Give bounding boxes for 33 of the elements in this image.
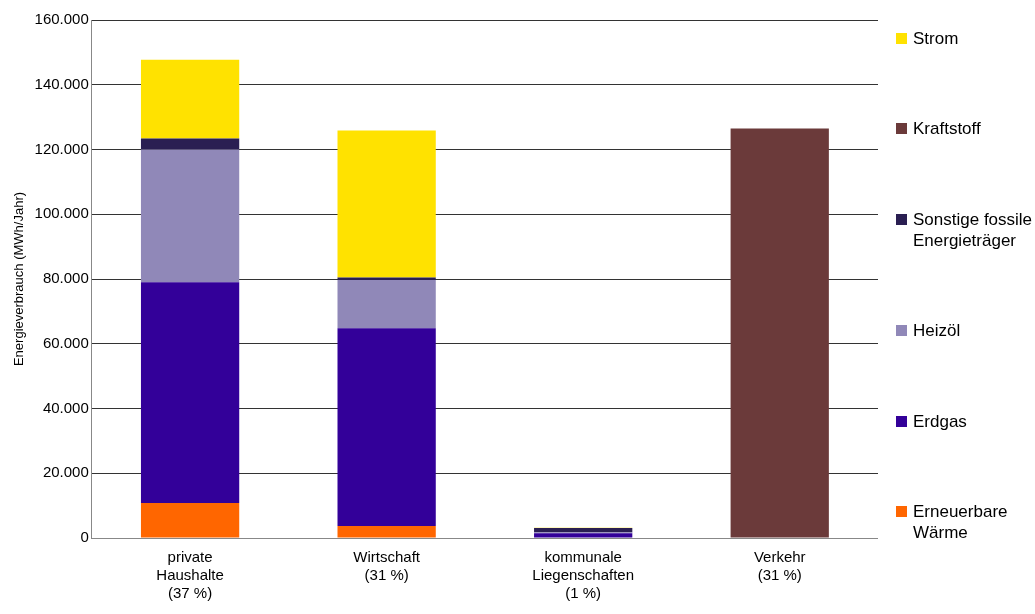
legend-label: Sonstige fossile Energieträger bbox=[913, 208, 1034, 251]
y-tick-label: 40.000 bbox=[42, 398, 89, 416]
x-tick-label: private Haushalte (37 %) bbox=[156, 548, 224, 602]
bar bbox=[337, 279, 436, 329]
x-tick-label: kommunale Liegenschaften (1 %) bbox=[532, 548, 635, 602]
y-tick-label: 20.000 bbox=[42, 463, 89, 481]
bar bbox=[140, 503, 240, 538]
bar bbox=[337, 130, 436, 278]
y-axis-title: Energieverbrauch (MWh/Jahr) bbox=[11, 191, 27, 367]
bar bbox=[730, 128, 829, 538]
bar bbox=[140, 282, 240, 504]
bar bbox=[140, 149, 240, 283]
legend-label: Kraftstoff bbox=[913, 118, 981, 140]
legend-label: Heizöl bbox=[913, 320, 961, 342]
legend-label: Strom bbox=[913, 28, 959, 49]
bar bbox=[140, 138, 240, 150]
bar bbox=[337, 277, 436, 280]
bar bbox=[337, 328, 436, 527]
x-tick-label: Verkehr (31 %) bbox=[753, 548, 806, 584]
legend-label: Erdgas bbox=[913, 410, 967, 432]
legend-label: Erneuerbare Wärme bbox=[913, 500, 1009, 543]
bar bbox=[140, 59, 240, 139]
bar bbox=[534, 533, 633, 538]
y-tick-label: 120.000 bbox=[34, 139, 89, 157]
y-tick-label: 140.000 bbox=[34, 74, 89, 92]
y-tick-label: 100.000 bbox=[34, 204, 89, 222]
y-tick-label: 0 bbox=[80, 528, 89, 546]
y-tick-label: 60.000 bbox=[42, 333, 89, 351]
bar bbox=[534, 527, 633, 533]
bar bbox=[337, 526, 436, 538]
y-tick-label: 160.000 bbox=[34, 10, 89, 28]
x-tick-label: Wirtschaft (31 %) bbox=[353, 548, 421, 584]
y-tick-label: 80.000 bbox=[42, 269, 89, 287]
